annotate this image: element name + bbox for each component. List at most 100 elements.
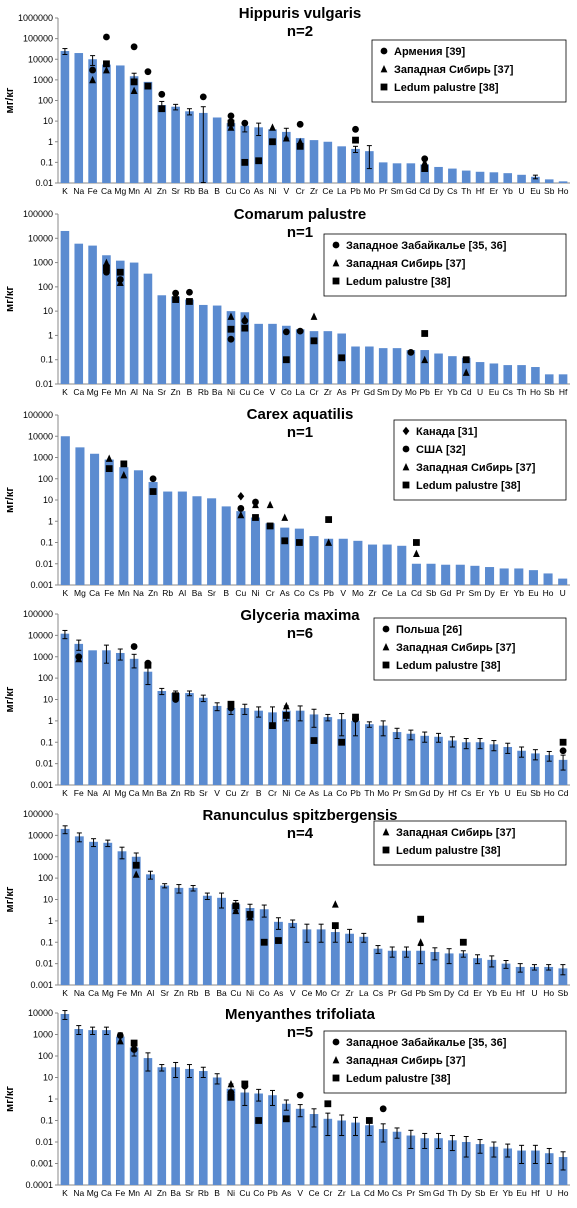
- marker-triangle: [130, 86, 138, 95]
- legend-label: Западная Сибирь [37]: [346, 1055, 466, 1067]
- bar: [240, 1092, 250, 1185]
- x-tick-label: Na: [73, 186, 84, 196]
- marker-square: [338, 738, 346, 746]
- bar: [309, 1114, 319, 1185]
- bar: [503, 746, 513, 785]
- bar: [217, 897, 226, 985]
- marker-triangle: [417, 938, 425, 946]
- x-tick-label: Mn: [130, 988, 142, 998]
- bar: [157, 690, 167, 785]
- x-tick-label: Mn: [128, 1188, 140, 1198]
- bar: [473, 958, 482, 985]
- legend-marker-circle: [382, 625, 390, 633]
- bar: [115, 260, 125, 384]
- x-tick-label: Ba: [170, 1188, 181, 1198]
- bar: [378, 725, 388, 785]
- marker-square: [462, 356, 470, 364]
- bar: [268, 1095, 277, 1185]
- bar: [115, 1036, 125, 1185]
- bar: [448, 740, 457, 785]
- x-tick-label: Rb: [184, 788, 195, 798]
- bar: [324, 538, 334, 585]
- x-tick-label: Sb: [544, 387, 555, 397]
- x-tick-label: Ba: [157, 788, 168, 798]
- y-tick-label: 100: [38, 873, 53, 883]
- bar: [338, 538, 348, 585]
- bar: [60, 230, 70, 384]
- x-tick-label: V: [290, 988, 296, 998]
- bar: [202, 895, 212, 985]
- x-tick-label: Sm: [391, 186, 404, 196]
- bar: [199, 697, 208, 785]
- bar: [129, 262, 139, 384]
- y-tick-label: 10: [43, 116, 53, 126]
- bar: [157, 295, 167, 384]
- x-tick-label: Sb: [530, 788, 541, 798]
- marker-square: [246, 911, 254, 918]
- x-tick-label: Gd: [405, 186, 417, 196]
- bar: [434, 353, 443, 384]
- x-tick-label: B: [187, 387, 193, 397]
- bar: [544, 966, 554, 985]
- bar: [448, 168, 457, 183]
- x-tick-label: Pb: [415, 988, 426, 998]
- chart-subtitle: n=5: [287, 1024, 313, 1041]
- marker-square: [103, 264, 110, 272]
- y-tick-label: 0.1: [40, 1116, 53, 1126]
- y-tick-label: 0.001: [30, 780, 53, 790]
- x-tick-label: Zr: [241, 788, 249, 798]
- y-tick-label: 10000: [28, 630, 53, 640]
- legend-label: Ledum palustre [38]: [396, 660, 501, 672]
- x-tick-label: Ba: [216, 988, 227, 998]
- y-tick-label: 10: [43, 695, 53, 705]
- x-tick-label: Mo: [363, 186, 375, 196]
- bar: [530, 966, 539, 985]
- x-tick-label: Fe: [117, 988, 127, 998]
- bar: [434, 736, 443, 785]
- marker-circle: [237, 505, 245, 512]
- y-tick-label: 0.1: [40, 355, 53, 365]
- y-tick-label: 100: [38, 1051, 53, 1061]
- bar: [392, 348, 402, 384]
- marker-triangle: [266, 500, 274, 509]
- x-tick-label: Sm: [404, 788, 417, 798]
- bar: [88, 650, 97, 785]
- bar: [282, 325, 291, 384]
- bar: [558, 968, 568, 985]
- x-tick-label: Zr: [346, 988, 354, 998]
- bar: [188, 887, 198, 985]
- x-tick-label: Pr: [379, 186, 388, 196]
- x-tick-label: Ba: [192, 588, 203, 598]
- x-tick-label: Cs: [392, 1188, 402, 1198]
- x-tick-label: Rb: [162, 588, 173, 598]
- legend-label: Ledum palustre [38]: [346, 276, 451, 288]
- bar: [406, 163, 416, 183]
- x-tick-label: Gd: [401, 988, 413, 998]
- bar: [351, 346, 360, 384]
- bar: [503, 365, 513, 384]
- bar: [254, 710, 263, 785]
- y-tick-label: 0.001: [30, 580, 53, 590]
- x-tick-label: La: [351, 1188, 361, 1198]
- y-tick-label: 1: [48, 516, 53, 526]
- x-tick-label: Al: [103, 788, 111, 798]
- x-tick-label: Th: [447, 1188, 457, 1198]
- y-tick-label: 0.01: [35, 759, 53, 769]
- bar: [528, 570, 538, 585]
- x-tick-label: Na: [87, 788, 98, 798]
- chart-subtitle: n=4: [287, 825, 314, 842]
- bar: [295, 138, 305, 183]
- bar: [531, 367, 540, 384]
- y-tick-label: 1: [48, 916, 53, 926]
- bar: [103, 842, 113, 985]
- x-tick-label: Fe: [104, 588, 114, 598]
- x-tick-label: Eu: [516, 1188, 527, 1198]
- marker-square: [144, 661, 152, 669]
- x-tick-label: Al: [130, 387, 138, 397]
- marker-square: [338, 354, 346, 362]
- bar: [89, 841, 98, 985]
- bar: [282, 131, 291, 183]
- bar: [517, 174, 526, 183]
- marker-square: [282, 356, 290, 364]
- legend-box: [373, 617, 567, 681]
